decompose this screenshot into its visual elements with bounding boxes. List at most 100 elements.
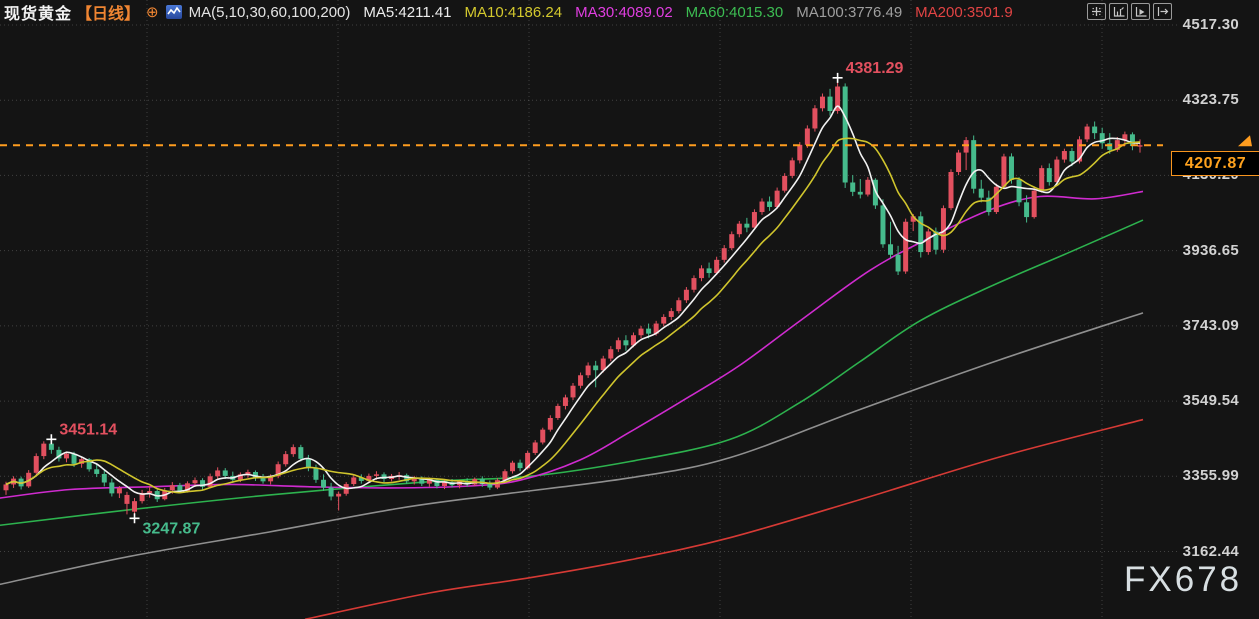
candle bbox=[699, 268, 705, 279]
candle bbox=[993, 186, 999, 213]
export-arrow-icon[interactable] bbox=[1153, 3, 1172, 20]
candle bbox=[1046, 168, 1052, 183]
axis-price-label: 4323.75 bbox=[1182, 91, 1239, 109]
candle bbox=[71, 453, 77, 464]
candle bbox=[661, 316, 667, 324]
candle bbox=[1039, 168, 1045, 191]
ma-lines-layer bbox=[0, 190, 1144, 619]
sub-panel-play-icon[interactable] bbox=[1131, 3, 1150, 20]
ma100-value: MA100:3776.49 bbox=[796, 3, 903, 21]
annotations-layer: 3451.14 3247.87 4381.29 bbox=[46, 60, 904, 537]
price-marker bbox=[46, 434, 57, 445]
annotation-label: 3247.87 bbox=[143, 520, 201, 537]
chart-type-badge-icon[interactable] bbox=[165, 5, 182, 19]
candle bbox=[434, 479, 440, 486]
candle bbox=[275, 464, 281, 477]
candle bbox=[283, 454, 289, 465]
pan-crosshair-icon[interactable] bbox=[1087, 3, 1106, 20]
candle bbox=[978, 188, 984, 198]
symbol-title: 现货黄金 bbox=[4, 6, 73, 23]
candle bbox=[1008, 156, 1014, 180]
candle bbox=[593, 365, 599, 371]
candle bbox=[925, 231, 931, 253]
candle bbox=[1092, 126, 1098, 134]
candle bbox=[313, 468, 319, 480]
candle bbox=[842, 86, 848, 183]
add-indicator-icon[interactable]: ⊕ bbox=[146, 4, 159, 21]
candle bbox=[268, 476, 274, 482]
candle bbox=[479, 479, 485, 485]
candle bbox=[252, 472, 258, 479]
candle bbox=[373, 474, 379, 476]
main-panel-icon[interactable] bbox=[1109, 3, 1128, 20]
candle bbox=[744, 223, 750, 228]
candle bbox=[850, 182, 856, 192]
candle bbox=[404, 475, 410, 482]
candle bbox=[525, 452, 531, 469]
candle bbox=[366, 475, 372, 481]
axis-price-label: 4517.30 bbox=[1182, 16, 1239, 33]
candle bbox=[1107, 143, 1113, 150]
candle bbox=[676, 300, 682, 312]
candle bbox=[721, 248, 727, 260]
candle bbox=[835, 86, 841, 111]
candle bbox=[298, 447, 304, 459]
candle bbox=[638, 328, 644, 336]
candle bbox=[736, 223, 742, 235]
candle bbox=[1061, 151, 1067, 160]
grid-layer bbox=[0, 0, 1178, 619]
candle bbox=[986, 197, 992, 213]
candle bbox=[237, 474, 243, 480]
candle bbox=[116, 487, 122, 494]
ma-line-ma5 bbox=[5, 105, 1141, 497]
candle bbox=[562, 397, 568, 406]
candle bbox=[86, 459, 92, 470]
candle bbox=[147, 491, 153, 493]
annotation-label: 3451.14 bbox=[59, 421, 117, 438]
candle bbox=[623, 340, 629, 346]
candle bbox=[1137, 145, 1143, 147]
price-axis[interactable]: 4517.304323.754130.203936.653743.093549.… bbox=[1159, 0, 1259, 619]
candle bbox=[691, 278, 697, 290]
candle bbox=[540, 429, 546, 443]
candle bbox=[1054, 159, 1060, 183]
candle bbox=[940, 208, 946, 250]
candle bbox=[782, 175, 788, 191]
candle bbox=[600, 358, 606, 371]
candle bbox=[124, 494, 130, 504]
candle bbox=[789, 160, 795, 176]
ma-line-ma100 bbox=[0, 312, 1144, 586]
candle bbox=[109, 482, 115, 494]
candle bbox=[1031, 190, 1037, 218]
watermark-logo: FX678 bbox=[1124, 560, 1243, 599]
candle bbox=[653, 323, 659, 334]
candle bbox=[963, 140, 969, 153]
candle bbox=[321, 479, 327, 488]
candle bbox=[971, 140, 977, 189]
candle bbox=[48, 443, 54, 450]
candle bbox=[200, 480, 206, 487]
chart-toolbar bbox=[1087, 3, 1172, 20]
candle bbox=[358, 477, 364, 481]
candle bbox=[615, 340, 621, 350]
candle bbox=[547, 417, 553, 430]
candle bbox=[517, 462, 523, 469]
ma-line-ma60 bbox=[0, 219, 1144, 527]
candle bbox=[222, 470, 228, 476]
candle bbox=[948, 172, 954, 209]
candle bbox=[1129, 134, 1135, 146]
axis-price-label: 3936.65 bbox=[1182, 241, 1239, 259]
candle bbox=[646, 328, 652, 334]
candle bbox=[487, 484, 493, 488]
candle bbox=[63, 453, 69, 459]
candle bbox=[578, 375, 584, 386]
candle bbox=[1114, 140, 1120, 150]
candle bbox=[668, 311, 674, 317]
ma-line-ma30 bbox=[0, 190, 1144, 499]
candle bbox=[215, 470, 221, 477]
candle bbox=[1077, 139, 1083, 162]
annotation-label: 4381.29 bbox=[846, 60, 904, 77]
ma10-value: MA10:4186.24 bbox=[464, 3, 563, 21]
